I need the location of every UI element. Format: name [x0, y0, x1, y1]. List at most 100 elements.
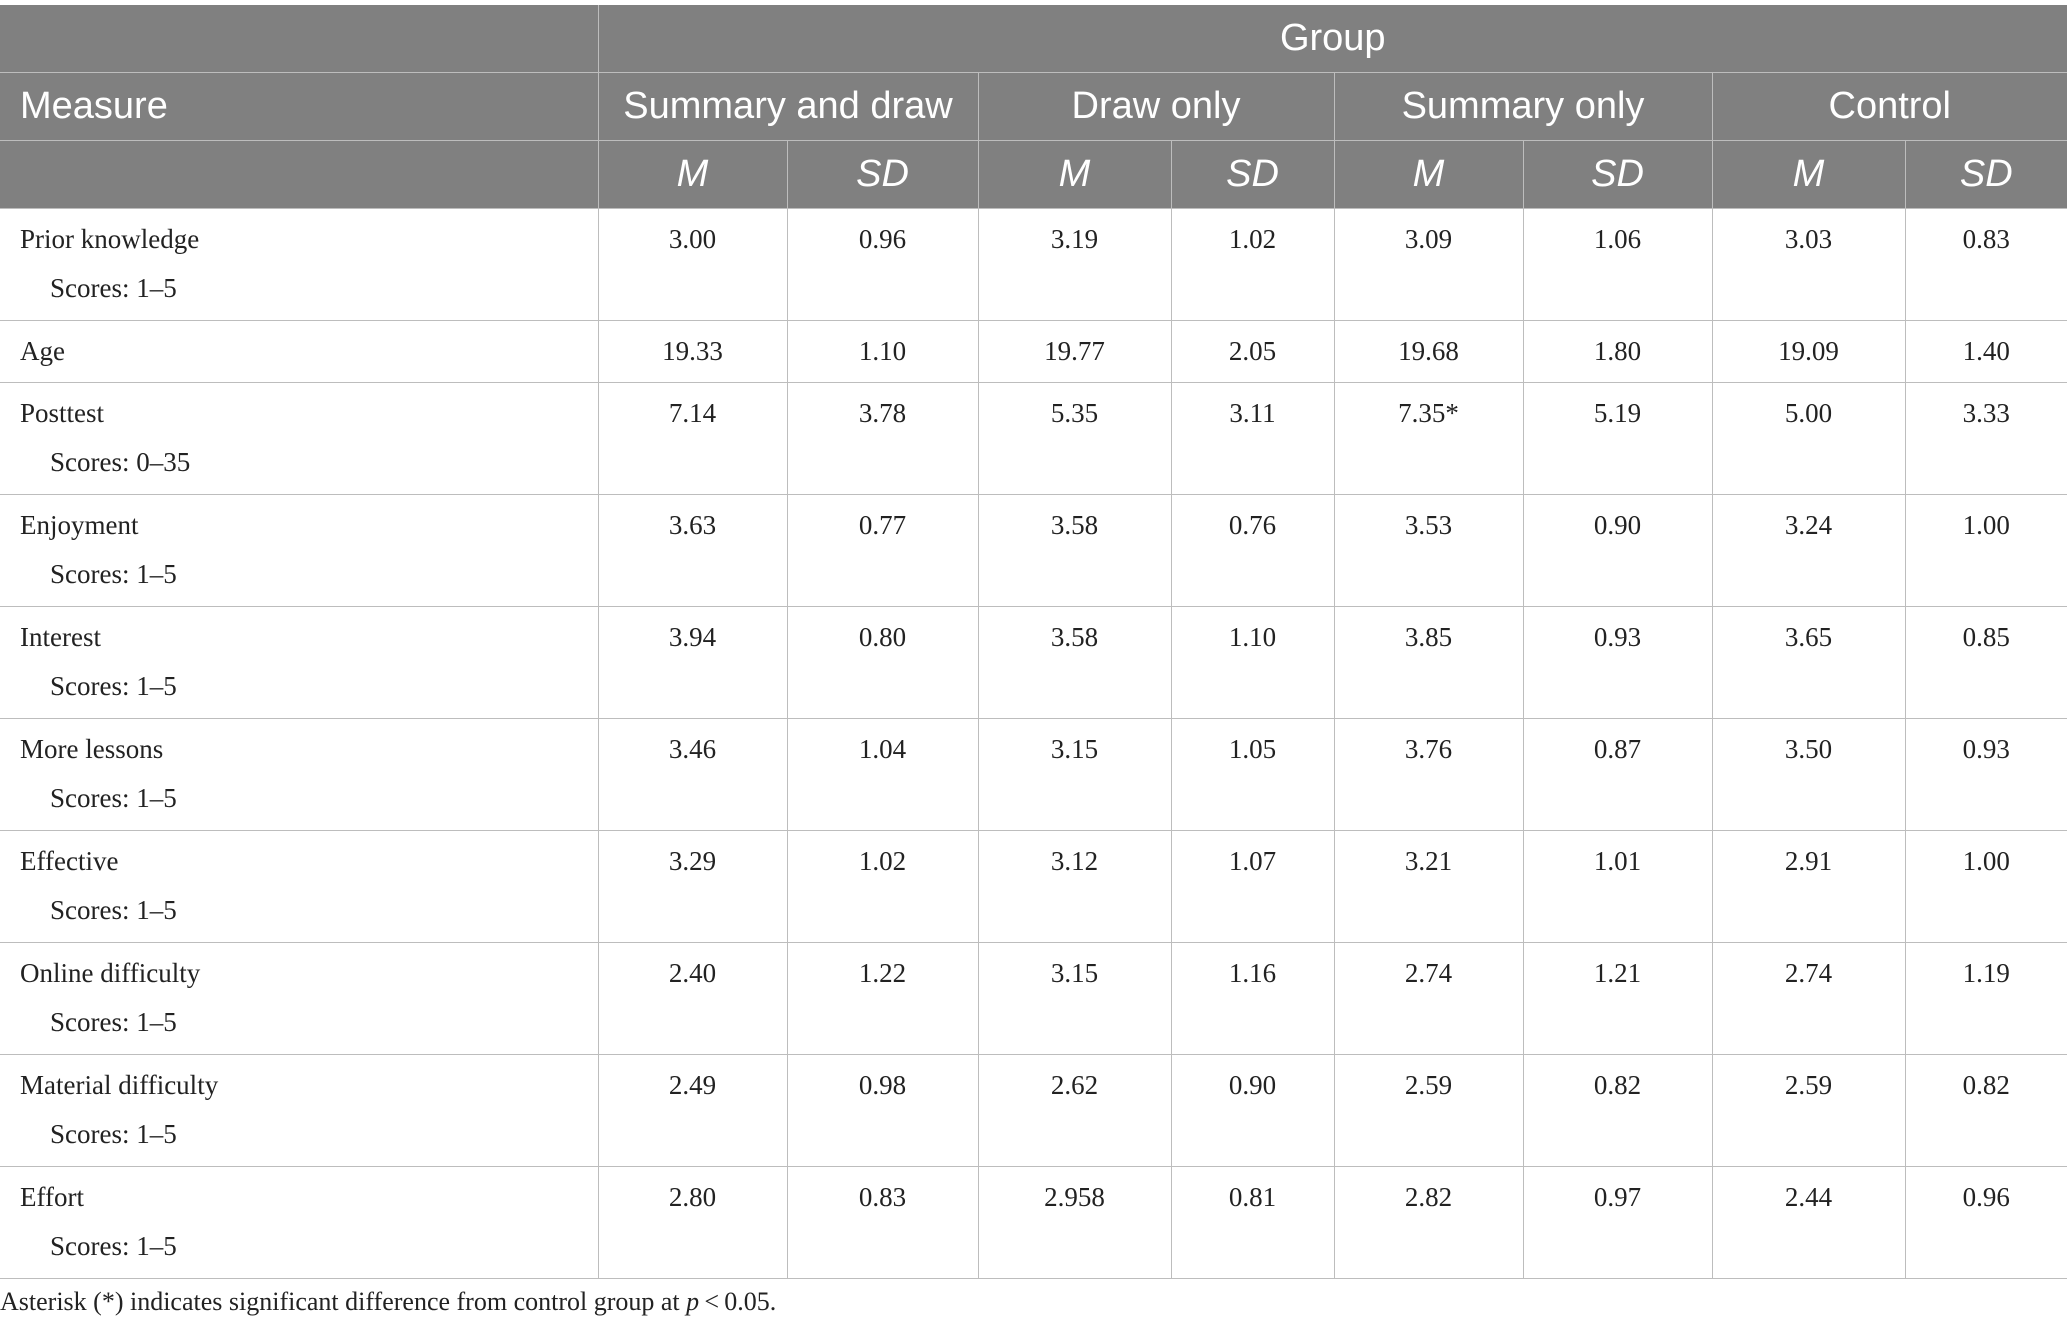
- mean-value-cell: 2.59: [1333, 1054, 1523, 1167]
- mean-value-cell: 3.63: [597, 494, 787, 607]
- header-row-group: Group: [0, 5, 2067, 73]
- measure-cell: Prior knowledge Scores: 1–5: [0, 208, 598, 321]
- table-row: Material difficulty Scores: 1–5 2.49 0.98 2.…: [0, 1054, 2067, 1167]
- score-range-label: Scores: 1–5: [50, 671, 177, 701]
- table-row: Online difficulty Scores: 1–5 2.40 1.22 3.15…: [0, 942, 2067, 1055]
- sd-value-cell: 0.76: [1170, 494, 1334, 607]
- header-row-groups: Measure Summary and draw Draw only Summa…: [0, 72, 2067, 141]
- mean-value-cell: 2.80: [597, 1166, 787, 1279]
- table-row: Effective Scores: 1–5 3.29 1.02 3.12 1.07 3.21…: [0, 830, 2067, 943]
- stat-sd-header: SD: [1522, 140, 1712, 209]
- sd-value-cell: 5.19: [1522, 382, 1712, 495]
- measure-cell: Material difficulty Scores: 1–5: [0, 1054, 598, 1167]
- mean-value-cell: 2.40: [597, 942, 787, 1055]
- sd-value-cell: 3.33: [1904, 382, 2067, 495]
- mean-value-cell: 2.49: [597, 1054, 787, 1167]
- stat-m-header: M: [597, 140, 787, 209]
- mean-value-cell: 5.00: [1711, 382, 1905, 495]
- group-draw-only-header: Draw only: [977, 72, 1334, 141]
- sd-value-cell: 0.93: [1522, 606, 1712, 719]
- sd-value-cell: 0.81: [1170, 1166, 1334, 1279]
- mean-value-cell: 3.65: [1711, 606, 1905, 719]
- sd-value-cell: 0.82: [1904, 1054, 2067, 1167]
- sd-value-cell: 3.11: [1170, 382, 1334, 495]
- results-table: Group Measure Summary and draw Draw only…: [0, 5, 2067, 1279]
- measure-label: Age: [20, 336, 65, 366]
- sd-value-cell: 0.90: [1522, 494, 1712, 607]
- sd-value-cell: 1.40: [1904, 320, 2067, 383]
- sd-value-cell: 1.02: [786, 830, 978, 943]
- mean-value-cell: 3.58: [977, 606, 1171, 719]
- sd-value-cell: 0.83: [1904, 208, 2067, 321]
- group-summary-and-draw-header: Summary and draw: [597, 72, 978, 141]
- sd-value-cell: 0.80: [786, 606, 978, 719]
- score-range-label: Scores: 1–5: [50, 895, 177, 925]
- sd-value-cell: 1.00: [1904, 830, 2067, 943]
- sd-value-cell: 1.80: [1522, 320, 1712, 383]
- mean-value-cell: 2.91: [1711, 830, 1905, 943]
- mean-value-cell: 19.77: [977, 320, 1171, 383]
- mean-value-cell: 3.12: [977, 830, 1171, 943]
- measure-header: Measure: [0, 72, 598, 141]
- sd-value-cell: 1.06: [1522, 208, 1712, 321]
- stat-sd-header: SD: [786, 140, 978, 209]
- table-header: Group Measure Summary and draw Draw only…: [0, 5, 2067, 209]
- mean-value-cell: 3.21: [1333, 830, 1523, 943]
- stat-m-header: M: [1333, 140, 1523, 209]
- sd-value-cell: 0.93: [1904, 718, 2067, 831]
- mean-value-cell: 3.15: [977, 942, 1171, 1055]
- sd-value-cell: 0.83: [786, 1166, 978, 1279]
- table-row: Posttest Scores: 0–35 7.14 3.78 5.35 3.11 7.35…: [0, 382, 2067, 495]
- sd-value-cell: 1.04: [786, 718, 978, 831]
- score-range-label: Scores: 1–5: [50, 1231, 177, 1261]
- sd-value-cell: 0.96: [1904, 1166, 2067, 1279]
- measure-cell: Age: [0, 320, 598, 383]
- score-range-label: Scores: 0–35: [50, 447, 191, 477]
- score-range-label: Scores: 1–5: [50, 783, 177, 813]
- mean-value-cell: 3.00: [597, 208, 787, 321]
- sd-value-cell: 1.10: [786, 320, 978, 383]
- sd-value-cell: 0.87: [1522, 718, 1712, 831]
- mean-value-cell: 7.14: [597, 382, 787, 495]
- measure-cell: Enjoyment Scores: 1–5: [0, 494, 598, 607]
- mean-value-cell: 2.59: [1711, 1054, 1905, 1167]
- mean-value-cell: 3.58: [977, 494, 1171, 607]
- measure-label: Effort: [20, 1182, 84, 1212]
- mean-value-cell: 3.50: [1711, 718, 1905, 831]
- header-empty-cell: [0, 140, 598, 209]
- sd-value-cell: 0.97: [1522, 1166, 1712, 1279]
- measure-label: Prior knowledge: [20, 224, 200, 254]
- score-range-label: Scores: 1–5: [50, 1119, 177, 1149]
- group-control-header: Control: [1711, 72, 2067, 141]
- sd-value-cell: 1.10: [1170, 606, 1334, 719]
- measure-label: Posttest: [20, 398, 105, 428]
- sd-value-cell: 1.00: [1904, 494, 2067, 607]
- measure-cell: More lessons Scores: 1–5: [0, 718, 598, 831]
- mean-value-cell: 3.09: [1333, 208, 1523, 321]
- footnote-text: Asterisk (*) indicates significant diffe…: [0, 1287, 687, 1316]
- sd-value-cell: 1.01: [1522, 830, 1712, 943]
- sd-value-cell: 1.21: [1522, 942, 1712, 1055]
- table-row: More lessons Scores: 1–5 3.46 1.04 3.15 1.05 3…: [0, 718, 2067, 831]
- mean-value-cell: 2.74: [1333, 942, 1523, 1055]
- score-range-label: Scores: 1–5: [50, 273, 177, 303]
- mean-value-cell: 3.53: [1333, 494, 1523, 607]
- sd-value-cell: 0.85: [1904, 606, 2067, 719]
- mean-value-cell: 2.82: [1333, 1166, 1523, 1279]
- measure-cell: Effort Scores: 1–5: [0, 1166, 598, 1279]
- stat-m-header: M: [1711, 140, 1905, 209]
- table-row: Interest Scores: 1–5 3.94 0.80 3.58 1.10 3.85 0…: [0, 606, 2067, 719]
- mean-value-cell: 19.68: [1333, 320, 1523, 383]
- sd-value-cell: 1.07: [1170, 830, 1334, 943]
- score-range-label: Scores: 1–5: [50, 1007, 177, 1037]
- stat-sd-header: SD: [1904, 140, 2067, 209]
- mean-value-cell: 3.15: [977, 718, 1171, 831]
- table-row: Enjoyment Scores: 1–5 3.63 0.77 3.58 0.76 3.53…: [0, 494, 2067, 607]
- mean-value-cell: 2.44: [1711, 1166, 1905, 1279]
- measure-label: More lessons: [20, 734, 164, 764]
- mean-value-cell: 3.24: [1711, 494, 1905, 607]
- mean-value-cell: 3.03: [1711, 208, 1905, 321]
- group-summary-only-header: Summary only: [1333, 72, 1712, 141]
- table-row: Effort Scores: 1–5 2.80 0.83 2.958 0.81 2.82 0.…: [0, 1166, 2067, 1279]
- score-range-label: Scores: 1–5: [50, 559, 177, 589]
